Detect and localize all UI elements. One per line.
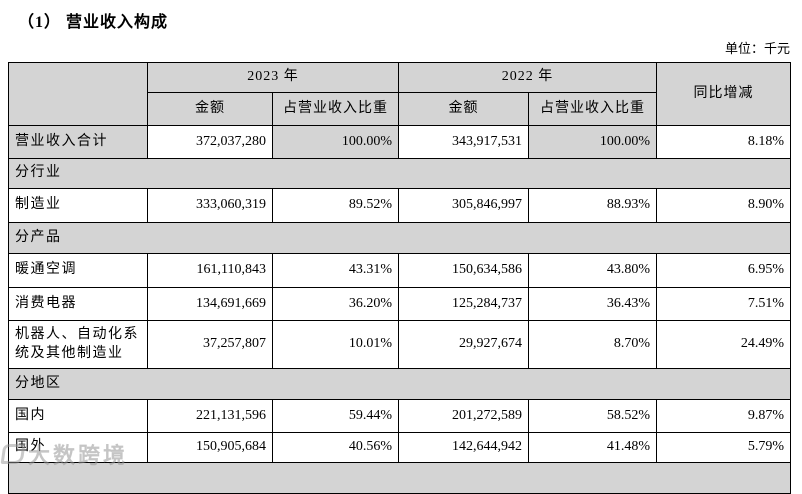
table-header-row-metrics: 金额 占营业收入比重 金额 占营业收入比重 (9, 92, 791, 126)
share-2022: 100.00% (528, 125, 657, 159)
share-2023: 43.31% (272, 253, 399, 288)
table-row-consumer-appliances: 消费电器 134,691,669 36.20% 125,284,737 36.4… (8, 287, 791, 321)
table-row-robotics: 机器人、自动化系统及其他制造业 37,257,807 10.01% 29,927… (8, 320, 791, 369)
amount-2023: 221,131,596 (147, 399, 273, 433)
amount-2023: 150,905,684 (147, 432, 273, 463)
table-row-domestic: 国内 221,131,596 59.44% 201,272,589 58.52%… (8, 399, 791, 433)
yoy-value: 8.90% (656, 188, 791, 223)
share-2023: 89.52% (272, 188, 399, 223)
yoy-value: 24.49% (656, 320, 791, 369)
table-row-hvac: 暖通空调 161,110,843 43.31% 150,634,586 43.8… (8, 253, 791, 288)
share-2022: 36.43% (528, 287, 657, 321)
amount-2023: 333,060,319 (147, 188, 273, 223)
amount-2022: 343,917,531 (398, 125, 529, 159)
amount-2022: 150,634,586 (398, 253, 529, 288)
yoy-value: 5.79% (656, 432, 791, 463)
share-2022: 41.48% (528, 432, 657, 463)
row-label: 国内 (8, 399, 148, 433)
amount-2023: 372,037,280 (147, 125, 273, 159)
section-label: 分地区 (8, 368, 791, 400)
row-label: 制造业 (8, 188, 148, 223)
amount-2022: 125,284,737 (398, 287, 529, 321)
table-header-row-years: 2023 年 2022 年 同比增减 (8, 62, 791, 126)
table-row-section-industry: 分行业 (8, 158, 791, 189)
header-amount-2022: 金额 (398, 92, 529, 126)
share-2023: 59.44% (272, 399, 399, 433)
yoy-value: 6.95% (656, 253, 791, 288)
section-title: （1） 营业收入构成 (18, 14, 169, 31)
table-row-section-product: 分产品 (8, 222, 791, 254)
share-2022: 43.80% (528, 253, 657, 288)
table-row-manufacturing: 制造业 333,060,319 89.52% 305,846,997 88.93… (8, 188, 791, 223)
amount-2022: 305,846,997 (398, 188, 529, 223)
section-label-empty (8, 462, 791, 494)
header-year-2023: 2023 年 (147, 62, 399, 93)
share-2022: 58.52% (528, 399, 657, 433)
revenue-composition-table: 2023 年 2022 年 同比增减 金额 占营业收入比重 金额 占营业收入比重… (8, 62, 791, 494)
share-2022: 8.70% (528, 320, 657, 369)
row-label: 机器人、自动化系统及其他制造业 (8, 320, 148, 369)
row-label: 国外 (8, 432, 148, 463)
header-empty-cell (8, 62, 148, 126)
header-yoy: 同比增减 (656, 62, 791, 126)
table-row-section-partial (8, 462, 791, 494)
table-row-overseas: 国外 150,905,684 40.56% 142,644,942 41.48%… (8, 432, 791, 463)
yoy-value: 9.87% (656, 399, 791, 433)
table-row-total: 营业收入合计 372,037,280 100.00% 343,917,531 1… (8, 125, 791, 159)
yoy-value: 7.51% (656, 287, 791, 321)
header-share-2023: 占营业收入比重 (272, 92, 399, 126)
section-label: 分行业 (8, 158, 791, 189)
amount-2023: 134,691,669 (147, 287, 273, 321)
amount-2022: 201,272,589 (398, 399, 529, 433)
share-2023: 100.00% (272, 125, 399, 159)
share-2022: 88.93% (528, 188, 657, 223)
header-amount-2023: 金额 (147, 92, 273, 126)
share-2023: 40.56% (272, 432, 399, 463)
amount-2023: 37,257,807 (147, 320, 273, 369)
section-label: 分产品 (8, 222, 791, 254)
header-year-2022: 2022 年 (398, 62, 657, 93)
header-share-2022: 占营业收入比重 (528, 92, 657, 126)
amount-2022: 29,927,674 (398, 320, 529, 369)
row-label: 营业收入合计 (8, 125, 148, 159)
unit-label: 单位：千元 (724, 41, 790, 56)
row-label: 消费电器 (8, 287, 148, 321)
table-row-section-region: 分地区 (8, 368, 791, 400)
share-2023: 10.01% (272, 320, 399, 369)
yoy-value: 8.18% (656, 125, 791, 159)
amount-2022: 142,644,942 (398, 432, 529, 463)
row-label: 暖通空调 (8, 253, 148, 288)
amount-2023: 161,110,843 (147, 253, 273, 288)
share-2023: 36.20% (272, 287, 399, 321)
